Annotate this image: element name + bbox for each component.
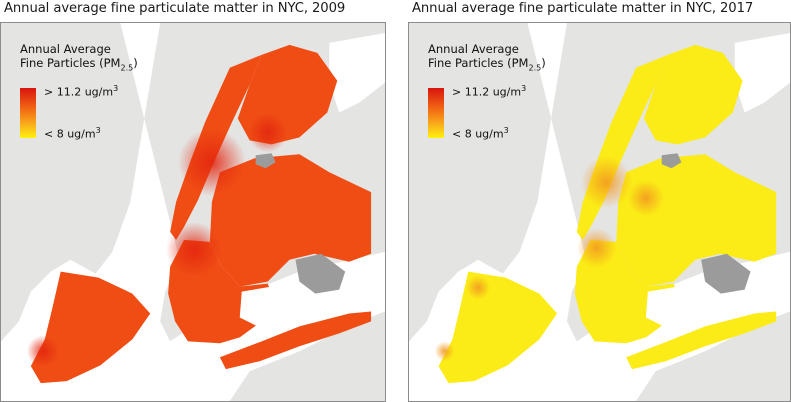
jfk-airport <box>295 253 346 294</box>
legend-title-subscript: 2.5 <box>120 63 134 73</box>
legend-low-text: < 8 ug/m <box>452 127 504 141</box>
borough-staten-island <box>30 271 151 384</box>
jamaica-bay <box>239 283 300 328</box>
pollution-hotspot <box>434 341 455 362</box>
borough-staten-island <box>438 271 558 384</box>
legend-title-suffix: ) <box>133 56 138 70</box>
map-legend: Annual Average Fine Particles (PM2.5) > … <box>428 42 546 146</box>
legend-scale: > 11.2 ug/m3 < 8 ug/m3 <box>20 84 138 146</box>
legend-high-text: > 11.2 ug/m <box>44 85 114 99</box>
pollution-hotspot <box>178 128 246 197</box>
legend-unit-sup: 3 <box>503 126 509 136</box>
water-body <box>734 32 790 113</box>
pollution-hotspot <box>576 227 617 268</box>
borough-rockaway <box>626 311 777 370</box>
legend-high-label: > 11.2 ug/m3 <box>452 84 526 99</box>
legend-title-text: Fine Particles (PM <box>20 56 121 70</box>
borough-queens <box>209 154 372 287</box>
water-body <box>329 32 385 113</box>
panel-title: Annual average fine particulate matter i… <box>4 1 346 16</box>
legend-title-line1: Annual Average <box>428 42 519 56</box>
legend-scale: > 11.2 ug/m3 < 8 ug/m3 <box>428 84 546 146</box>
panel-title: Annual average fine particulate matter i… <box>412 1 754 16</box>
pollution-hotspot <box>628 180 664 216</box>
borough-bronx <box>643 44 743 145</box>
nyc-map <box>1 23 385 401</box>
laguardia-airport <box>661 153 682 169</box>
pollution-hotspot <box>580 156 633 209</box>
map-panel-2009: Annual average fine particulate matter i… <box>0 0 386 402</box>
legend-color-bar <box>20 88 36 139</box>
nyc-map <box>409 23 790 401</box>
pollution-hotspot <box>247 112 288 153</box>
map-legend: Annual Average Fine Particles (PM2.5) > … <box>20 42 138 146</box>
legend-title-suffix: ) <box>541 56 546 70</box>
legend-high-text: > 11.2 ug/m <box>452 85 522 99</box>
legend-title-line2: Fine Particles (PM2.5) <box>20 56 138 75</box>
legend-high-label: > 11.2 ug/m3 <box>44 84 118 99</box>
jamaica-bay <box>645 283 706 328</box>
pollution-hotspot <box>166 221 222 278</box>
legend-unit-sup: 3 <box>113 84 119 94</box>
jfk-airport <box>701 253 751 294</box>
legend-low-label: < 8 ug/m3 <box>44 126 101 141</box>
laguardia-airport <box>255 153 276 169</box>
legend-title-subscript: 2.5 <box>528 63 542 73</box>
legend-low-text: < 8 ug/m <box>44 127 96 141</box>
legend-color-bar <box>428 88 444 139</box>
legend-title-line2: Fine Particles (PM2.5) <box>428 56 546 75</box>
map-frame: Annual Average Fine Particles (PM2.5) > … <box>0 22 386 402</box>
borough-rockaway <box>219 311 372 370</box>
legend-unit-sup: 3 <box>95 126 101 136</box>
map-frame: Annual Average Fine Particles (PM2.5) > … <box>408 22 791 402</box>
pollution-hotspot <box>466 275 490 300</box>
map-panel-2017: Annual average fine particulate matter i… <box>408 0 791 402</box>
legend-title-line1: Annual Average <box>20 42 111 56</box>
legend-title-text: Fine Particles (PM <box>428 56 529 70</box>
legend-unit-sup: 3 <box>521 84 527 94</box>
pollution-hotspot <box>26 335 59 368</box>
legend-low-label: < 8 ug/m3 <box>452 126 509 141</box>
